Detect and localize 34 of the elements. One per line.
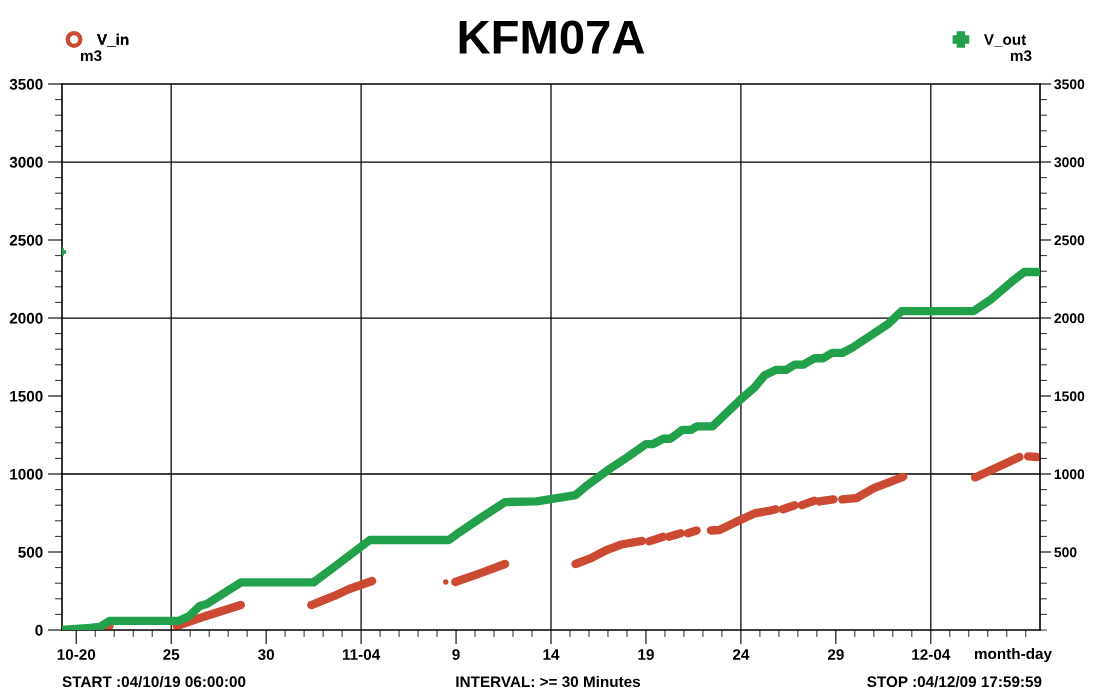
text: STOP :04/12/09 17:59:59 <box>867 675 1042 688</box>
x-tick-label: 29 <box>827 649 844 660</box>
y2-tick-label: 1500 <box>1054 391 1085 402</box>
legend-label: V_out <box>983 34 1027 47</box>
text: INTERVAL: >= 30 Minutes <box>456 675 641 688</box>
y2-tick-label: 500 <box>1054 547 1077 558</box>
x-tick-label: 11-04 <box>342 649 381 660</box>
legend-label: V_in <box>97 33 129 47</box>
x-tick-label: 24 <box>732 649 750 660</box>
chart-title: KFM07A <box>459 20 645 54</box>
x-tick-label: 25 <box>163 649 180 660</box>
y-tick-label: 2000 <box>9 312 43 324</box>
x-tick-label: 19 <box>638 649 654 660</box>
y2-tick-label: 2500 <box>1054 235 1085 246</box>
y-tick-label: 0 <box>35 624 43 636</box>
y-axis-title: m3 <box>81 50 102 62</box>
y-tick-label: 1000 <box>10 468 43 480</box>
y-tick-label: 3000 <box>9 156 43 168</box>
x-tick-label: 14 <box>543 649 560 660</box>
y2-tick-label: 1000 <box>1054 469 1085 480</box>
y-tick-label: 500 <box>18 546 43 558</box>
x-tick-label: 12-04 <box>912 649 951 660</box>
x-tick-label: 10-20 <box>57 649 96 660</box>
y2-tick-label: 2000 <box>1054 313 1085 324</box>
y2-axis-title: m3 <box>1010 50 1032 62</box>
y-tick-label: 2500 <box>9 234 43 246</box>
x-tick-label: 30 <box>258 649 275 660</box>
y2-tick-label: 3000 <box>1054 157 1085 168</box>
y-tick-label: 1500 <box>10 390 43 402</box>
x-tick-label: 9 <box>452 649 460 660</box>
y-tick-label: 3500 <box>9 78 43 90</box>
y2-tick-label: 3500 <box>1054 79 1085 90</box>
x-axis-title: month-day <box>974 647 1052 663</box>
text: START :04/10/19 06:00:00 <box>62 675 246 688</box>
